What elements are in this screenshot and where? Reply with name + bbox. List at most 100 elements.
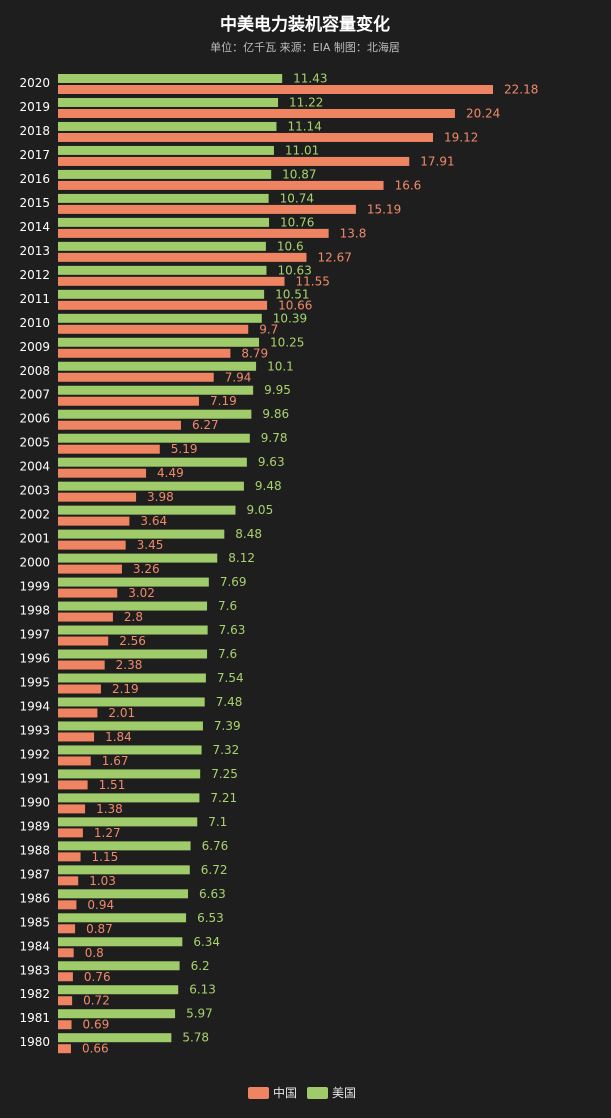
data-label-usa: 10.1 (267, 359, 294, 373)
bar-usa (58, 793, 200, 803)
bar-usa (58, 1033, 172, 1043)
bar-usa (58, 697, 205, 707)
bar-china (58, 180, 384, 190)
data-label-china: 1.03 (89, 874, 116, 888)
bar-china (58, 516, 130, 526)
bar-china (58, 732, 95, 742)
legend[interactable]: 中国 美国 (248, 1085, 356, 1100)
y-tick-label: 1993 (19, 723, 50, 737)
y-tick-label: 1987 (19, 867, 50, 881)
data-label-china: 0.87 (86, 922, 113, 936)
y-tick-label: 1980 (19, 1035, 50, 1049)
y-tick-label: 2002 (19, 508, 50, 522)
data-label-china: 2.19 (112, 682, 139, 696)
y-tick-label: 2010 (19, 316, 50, 330)
bar-china (58, 924, 76, 934)
data-label-china: 4.49 (157, 466, 184, 480)
y-tick-label: 1982 (19, 987, 50, 1001)
y-tick-label: 1986 (19, 891, 50, 905)
data-label-usa: 7.48 (216, 695, 243, 709)
y-tick-label: 2011 (19, 292, 50, 306)
legend-item-usa[interactable]: 美国 (332, 1086, 356, 1100)
y-tick-label: 2017 (19, 148, 50, 162)
legend-item-usa-swatch[interactable] (307, 1087, 328, 1099)
data-label-china: 0.76 (84, 970, 111, 984)
bar-usa (58, 913, 187, 923)
data-label-usa: 10.74 (280, 191, 314, 205)
data-label-china: 13.8 (340, 226, 367, 240)
data-label-china: 2.01 (108, 706, 135, 720)
bar-china (58, 228, 329, 238)
data-label-usa: 9.78 (261, 431, 288, 445)
legend-item-china[interactable]: 中国 (273, 1085, 297, 1100)
bar-china (58, 492, 137, 502)
bar-china (58, 204, 356, 214)
data-label-china: 3.98 (147, 490, 174, 504)
data-label-usa: 9.95 (264, 383, 291, 397)
bar-china (58, 636, 109, 646)
data-label-china: 1.15 (92, 850, 119, 864)
bar-usa (58, 457, 247, 467)
y-tick-label: 2005 (19, 436, 50, 450)
data-label-china: 8.79 (241, 346, 268, 360)
data-label-usa: 7.21 (210, 791, 237, 805)
y-tick-label: 1996 (19, 652, 50, 666)
bar-china (58, 948, 74, 958)
y-tick-label: 1988 (19, 843, 50, 857)
y-tick-label: 1992 (19, 747, 50, 761)
bar-china (58, 900, 77, 910)
data-label-china: 0.8 (85, 946, 104, 960)
bar-usa (58, 865, 190, 875)
data-label-usa: 7.25 (211, 767, 238, 781)
bar-usa (58, 1009, 176, 1019)
bar-usa (58, 409, 252, 419)
bar-usa (58, 769, 201, 779)
data-label-usa: 7.1 (208, 815, 227, 829)
y-tick-label: 2007 (19, 388, 50, 402)
bar-usa (58, 241, 266, 251)
y-tick-label: 2015 (19, 196, 50, 210)
data-label-china: 2.8 (124, 610, 143, 624)
bar-usa (58, 74, 283, 83)
y-tick-label: 2019 (19, 100, 50, 114)
bar-china (58, 540, 126, 550)
bar-china (58, 372, 214, 382)
data-label-china: 19.12 (444, 130, 478, 144)
data-label-usa: 5.97 (186, 1007, 213, 1021)
bar-china (58, 1044, 71, 1054)
data-label-china: 3.64 (140, 514, 167, 528)
data-label-usa: 6.63 (199, 887, 226, 901)
chart-subtitle: 单位：亿千瓦 来源：EIA 制图：北海居 (210, 40, 400, 54)
bar-china (58, 348, 231, 358)
bar-usa (58, 361, 257, 371)
y-tick-label: 2006 (19, 412, 50, 426)
bar-china (58, 588, 118, 598)
bar-usa (58, 217, 270, 227)
data-label-china: 22.18 (504, 83, 538, 97)
bar-usa (58, 289, 265, 299)
bar-china (58, 396, 200, 406)
bar-usa (58, 577, 209, 587)
bar-china (58, 828, 83, 838)
data-label-china: 10.66 (278, 298, 312, 312)
y-tick-label: 1983 (19, 963, 50, 977)
data-label-china: 5.19 (171, 442, 198, 456)
bar-china (58, 156, 410, 166)
data-label-usa: 9.05 (246, 503, 273, 517)
data-label-china: 7.19 (210, 394, 237, 408)
legend-item-china-swatch[interactable] (248, 1087, 269, 1099)
data-label-usa: 5.78 (182, 1031, 209, 1045)
data-label-usa: 10.39 (273, 311, 307, 325)
bar-china (58, 756, 91, 766)
y-tick-label: 1981 (19, 1011, 50, 1025)
data-label-china: 1.27 (94, 826, 121, 840)
y-tick-label: 2020 (19, 76, 50, 90)
y-tick-label: 2001 (19, 532, 50, 546)
data-label-usa: 9.48 (255, 479, 282, 493)
data-label-china: 3.45 (137, 538, 164, 552)
bar-usa (58, 841, 191, 851)
y-tick-label: 2004 (19, 460, 50, 474)
y-tick-label: 1990 (19, 795, 50, 809)
y-tick-label: 2003 (19, 484, 50, 498)
y-tick-label: 1984 (19, 939, 50, 953)
